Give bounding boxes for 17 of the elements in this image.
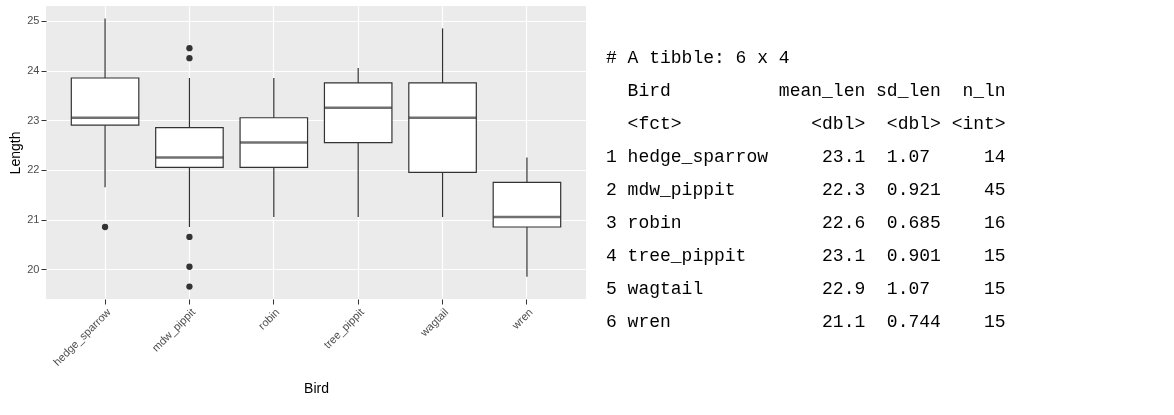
text: 2 mdw_pippit 22.3 0.921 45 xyxy=(606,180,1006,200)
text: # A tibble: 6 x 4 xyxy=(606,48,790,68)
text: <fct> <dbl> <dbl> <int> xyxy=(627,114,1006,134)
text: 4 tree_pippit 23.1 0.901 15 xyxy=(606,246,1006,266)
y-tick-label: 20 xyxy=(27,262,40,275)
text: 1 hedge_sparrow 23.1 1.07 14 xyxy=(606,147,1006,167)
x-axis-title: Bird xyxy=(304,379,329,396)
y-tick-label: 23 xyxy=(27,113,40,126)
text: Bird mean_len sd_len n_ln xyxy=(627,81,1006,101)
text: 6 wren 21.1 0.744 15 xyxy=(606,312,1006,332)
y-tick-label: 21 xyxy=(27,213,40,226)
y-tick-label: 24 xyxy=(27,64,40,77)
y-tick-label: 25 xyxy=(27,14,40,27)
text: 5 wagtail 22.9 1.07 15 xyxy=(606,279,1006,299)
y-axis-title: Length xyxy=(7,131,24,175)
y-tick-label: 22 xyxy=(27,163,40,176)
text: 3 robin 22.6 0.685 16 xyxy=(606,213,1006,233)
